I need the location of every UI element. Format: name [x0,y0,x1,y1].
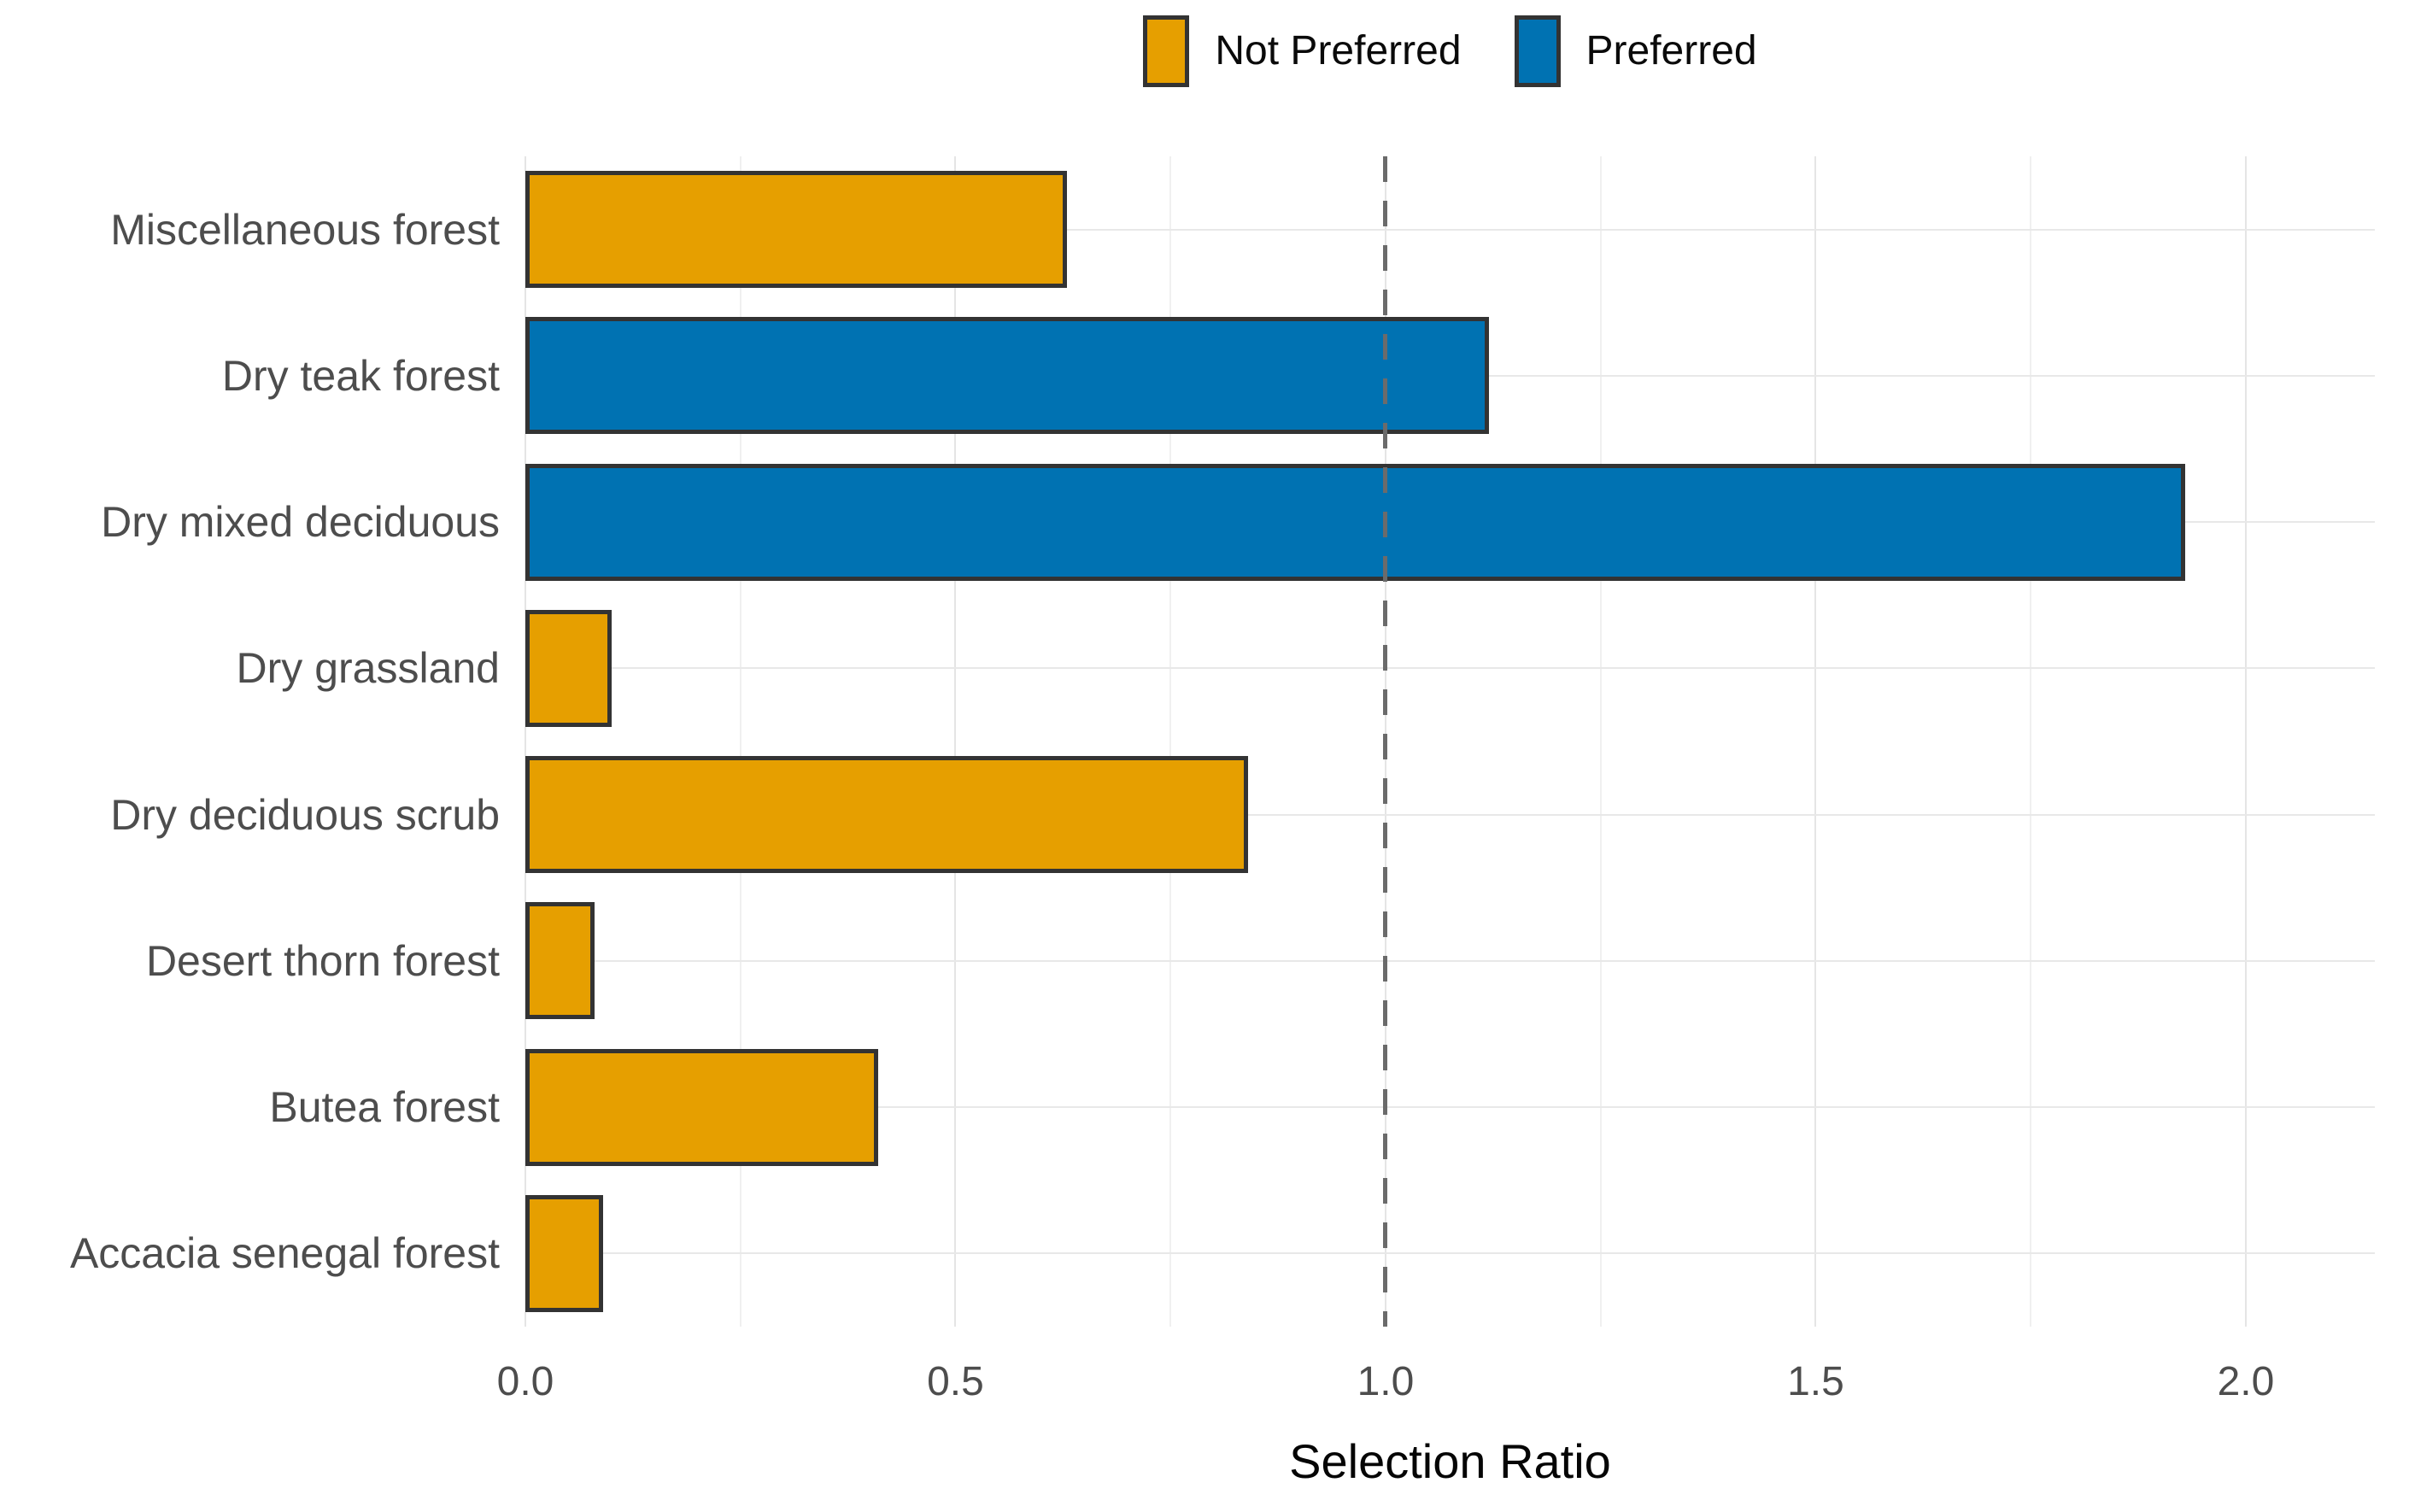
y-axis-label-desert-thorn-forest: Desert thorn forest [145,936,500,985]
gridline-minor-x-0.75 [1169,156,1172,1327]
gridline-major-x-0.5 [954,156,957,1327]
legend-key-not-preferred-swatch [1143,15,1190,87]
gridline-minor-x-1.25 [1599,156,1602,1327]
y-axis-label-dry-mixed-deciduous: Dry mixed deciduous [101,498,500,547]
bar-desert-thorn-forest [525,902,595,1020]
y-axis-labels: Miscellaneous forest Dry teak forest Dry m… [0,156,500,1327]
reference-line-x-1 [1383,156,1388,1327]
y-axis-label-dry-grassland: Dry grassland [236,644,500,693]
legend-label-not-preferred: Not Preferred [1215,28,1462,73]
gridline-category-butea-forest [525,1106,2375,1109]
y-axis-label-dry-deciduous-scrub: Dry deciduous scrub [110,790,500,839]
legend-item-preferred: Preferred [1514,15,1757,87]
bar-miscellaneous-forest [525,171,1068,289]
x-axis-tick-1.5: 1.5 [1787,1359,1844,1404]
gridline-category-desert-thorn-forest [525,959,2375,962]
y-axis-label-miscellaneous-forest: Miscellaneous forest [110,205,500,254]
bar-dry-grassland [525,609,612,727]
bar-dry-deciduous-scrub [525,756,1248,874]
x-axis-title: Selection Ratio [1289,1434,1611,1488]
plot-panel [525,156,2375,1327]
gridline-major-x-2.0 [2244,156,2247,1327]
bar-butea-forest [525,1048,878,1166]
gridline-category-dry-grassland [525,667,2375,670]
y-axis-label-accacia-senegal-forest: Accacia senegal forest [69,1229,500,1278]
legend: Not Preferred Preferred [525,7,2375,96]
gridline-major-x-1.5 [1814,156,1817,1327]
x-axis-tick-2.0: 2.0 [2217,1359,2275,1404]
y-axis-label-butea-forest: Butea forest [269,1083,500,1132]
legend-label-preferred: Preferred [1585,28,1757,73]
y-axis-label-dry-teak-forest: Dry teak forest [221,351,500,400]
bar-dry-teak-forest [525,317,1489,435]
x-axis-tick-0.0: 0.0 [496,1359,554,1404]
gridline-minor-x-1.75 [2030,156,2032,1327]
gridline-minor-x-0.25 [739,156,741,1327]
x-axis-tick-labels: 0.0 0.5 1.0 1.5 2.0 [497,1357,2375,1408]
x-axis-tick-0.5: 0.5 [927,1359,984,1404]
gridline-category-accacia-senegal-forest [525,1252,2375,1255]
gridline-category-miscellaneous-forest [525,228,2375,231]
gridline-category-dry-deciduous-scrub [525,813,2375,816]
gridline-major-x-0.0 [525,156,526,1327]
x-axis-tick-1.0: 1.0 [1357,1359,1415,1404]
legend-key-preferred-swatch [1514,15,1561,87]
bar-accacia-senegal-forest [525,1194,603,1312]
legend-item-not-preferred: Not Preferred [1143,15,1462,87]
bar-dry-mixed-deciduous [525,463,2186,581]
